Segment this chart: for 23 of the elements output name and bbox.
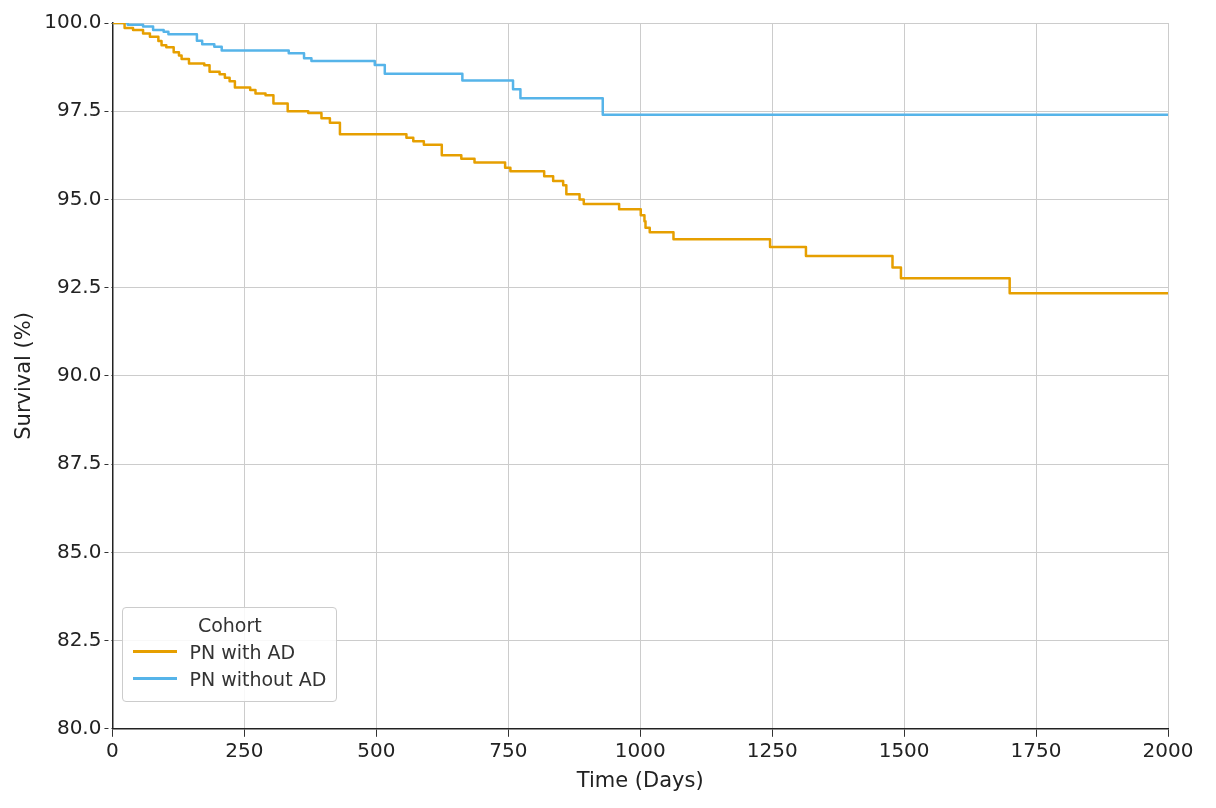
x-tick-label: 750 — [489, 738, 528, 762]
y-tick-label: 80.0 — [56, 715, 102, 739]
y-tick-label: 95.0 — [56, 185, 102, 210]
y-tick-label: 87.5 — [56, 450, 102, 475]
x-tick-label: 1500 — [878, 738, 930, 762]
y-tick-label: 82.5 — [56, 626, 102, 651]
x-tick-label: 500 — [357, 738, 396, 762]
x-tick-label: 0 — [106, 738, 119, 762]
y-axis-title: Survival (%) — [11, 312, 36, 440]
legend-label: PN with AD — [189, 640, 296, 663]
y-tick-label: 85.0 — [56, 538, 102, 563]
x-tick-label: 1750 — [1010, 738, 1062, 762]
legend-label: PN without AD — [189, 667, 327, 690]
x-tick-label: 250 — [225, 738, 264, 762]
legend-title: Cohort — [196, 613, 263, 636]
x-axis-title: Time (Days) — [575, 767, 704, 792]
y-tick-label: 97.5 — [56, 97, 102, 122]
x-tick-label: 1250 — [746, 738, 798, 762]
y-tick-label: 90.0 — [56, 362, 102, 387]
y-tick-label: 92.5 — [56, 273, 102, 298]
x-tick-label: 2000 — [1142, 738, 1194, 762]
y-tick-label: 100.0 — [44, 9, 102, 34]
x-tick-label: 1000 — [614, 738, 666, 762]
